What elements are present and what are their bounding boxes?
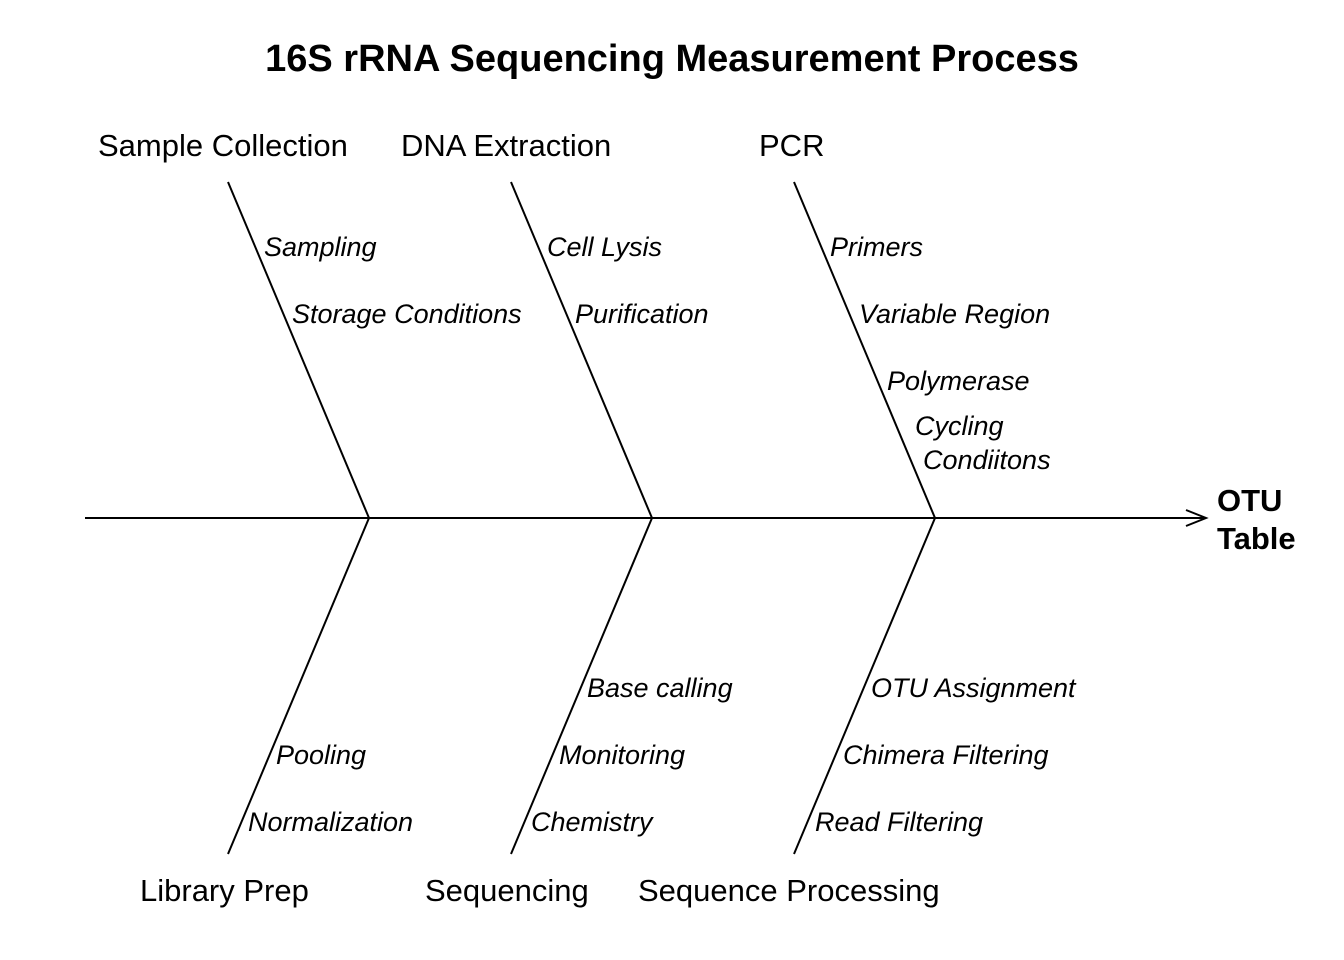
category-sequencing: Sequencing (425, 873, 589, 908)
cause-chemistry: Chemistry (531, 807, 653, 837)
spine-arrowhead (1185, 509, 1209, 527)
cause-purification: Purification (575, 299, 709, 329)
cause-primers: Primers (830, 232, 923, 262)
cause-otu-assignment: OTU Assignment (871, 673, 1076, 703)
bone-library-prep (227, 517, 370, 855)
diagram-title: 16S rRNA Sequencing Measurement Process (265, 38, 1079, 80)
bone-sample-collection (227, 181, 370, 519)
cause-sampling: Sampling (264, 232, 377, 262)
category-sequence-processing: Sequence Processing (638, 873, 940, 908)
cause-cell-lysis: Cell Lysis (547, 232, 663, 262)
cause-normalization: Normalization (248, 807, 414, 837)
cause-storage-conditions: Storage Conditions (292, 299, 522, 329)
cause-conditions: Condiitons (923, 445, 1051, 475)
effect-label: OTU Table (1217, 482, 1296, 558)
cause-cycling: Cycling (915, 411, 1004, 441)
effect-label-line2: Table (1217, 521, 1296, 556)
cause-polymerase: Polymerase (887, 366, 1030, 396)
bone-pcr (793, 181, 936, 519)
category-library-prep: Library Prep (140, 873, 309, 908)
cause-pooling: Pooling (276, 740, 367, 770)
bone-sequence-processing (793, 517, 936, 855)
bone-dna-extraction (510, 181, 653, 519)
category-pcr: PCR (759, 128, 825, 163)
effect-label-line1: OTU (1217, 483, 1283, 518)
cause-chimera-filtering: Chimera Filtering (843, 740, 1049, 770)
bone-sequencing (510, 517, 653, 855)
cause-monitoring: Monitoring (559, 740, 686, 770)
cause-base-calling: Base calling (587, 673, 733, 703)
cause-variable-region: Variable Region (859, 299, 1051, 329)
category-dna-extraction: DNA Extraction (401, 128, 612, 163)
cause-read-filtering: Read Filtering (815, 807, 984, 837)
category-sample-collection: Sample Collection (98, 128, 348, 163)
